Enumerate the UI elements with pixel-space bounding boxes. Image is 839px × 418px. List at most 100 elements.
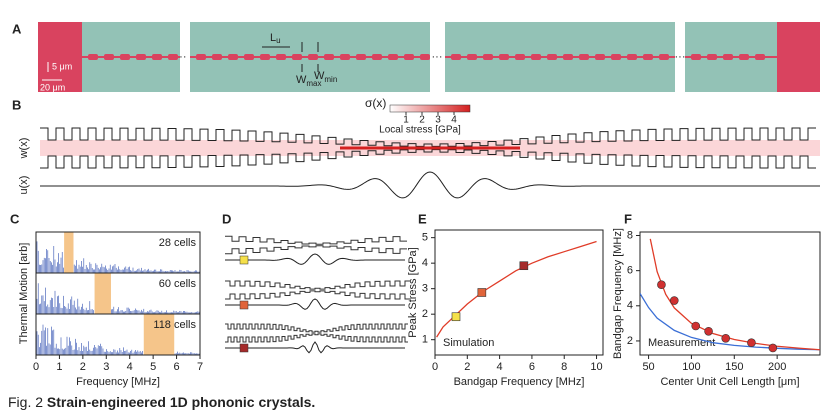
displacement bbox=[224, 253, 406, 265]
y-tick-label: 2 bbox=[422, 308, 428, 320]
unit-cell bbox=[451, 54, 461, 60]
comb-edge bbox=[40, 127, 816, 147]
w-min-label: Wmin bbox=[314, 70, 337, 84]
panel-label: C bbox=[10, 211, 20, 226]
unit-cell bbox=[643, 54, 653, 60]
unit-cell bbox=[324, 54, 334, 60]
y-axis-label: Thermal Motion [arb] bbox=[18, 243, 30, 344]
symbol: W bbox=[296, 74, 307, 86]
panel-label: E bbox=[418, 211, 427, 226]
marker bbox=[704, 326, 713, 336]
unit-cell bbox=[611, 54, 621, 60]
series-label: 118 cells bbox=[153, 319, 196, 331]
unit-cell bbox=[356, 54, 366, 60]
panel-label: A bbox=[12, 21, 22, 36]
unit-cell bbox=[168, 54, 178, 60]
x-tick-label: 6 bbox=[529, 361, 535, 373]
curve bbox=[640, 293, 820, 351]
y-tick-label: 8 bbox=[627, 229, 633, 241]
x-tick-label: 100 bbox=[682, 361, 700, 373]
band-gap bbox=[64, 232, 74, 273]
series-label: 60 cells bbox=[159, 278, 197, 290]
subscript: min bbox=[324, 75, 337, 84]
marker bbox=[747, 338, 756, 348]
annotation: Measurement bbox=[648, 337, 715, 349]
unit-cell bbox=[152, 54, 162, 60]
unit-cell bbox=[292, 54, 302, 60]
comb-edge bbox=[225, 245, 407, 255]
unit-cell bbox=[531, 54, 541, 60]
unit-cell bbox=[515, 54, 525, 60]
unit-cell bbox=[136, 54, 146, 60]
axis-label: u(x) bbox=[18, 176, 30, 195]
marker bbox=[691, 321, 701, 331]
symbol: W bbox=[314, 70, 325, 82]
marker bbox=[721, 334, 731, 343]
comb-edge bbox=[225, 290, 410, 300]
unit-cell bbox=[196, 54, 206, 60]
unit-cell bbox=[260, 54, 270, 60]
y-axis-label: Bandgap Frequency [MHz] bbox=[612, 228, 624, 359]
comb-edge bbox=[225, 323, 408, 333]
x-tick-label: 0 bbox=[432, 361, 438, 373]
symbol: L bbox=[270, 32, 276, 44]
marker bbox=[657, 280, 666, 290]
w-max-label: Wmax bbox=[296, 74, 322, 88]
marker bbox=[519, 261, 529, 271]
displacement bbox=[225, 298, 405, 310]
x-tick-label: 3 bbox=[103, 361, 109, 373]
curve bbox=[649, 238, 820, 351]
scale-label: 5 μm bbox=[52, 61, 72, 71]
unit-cell bbox=[595, 54, 605, 60]
comb-edge bbox=[40, 149, 816, 169]
unit-cell bbox=[467, 54, 477, 60]
marker bbox=[669, 296, 679, 305]
colorbar bbox=[389, 104, 471, 113]
unit-cell bbox=[340, 54, 350, 60]
x-tick-label: 0 bbox=[33, 361, 39, 373]
x-axis-label: Center Unit Cell Length [μm] bbox=[660, 376, 799, 388]
ellipsis: ··· bbox=[675, 51, 686, 63]
subscript: max bbox=[306, 79, 321, 88]
x-tick-label: 4 bbox=[497, 361, 503, 373]
pad bbox=[777, 22, 820, 92]
ellipsis: ··· bbox=[176, 51, 187, 63]
caption-title: Strain-engineered 1D phononic crystals. bbox=[46, 394, 316, 410]
panel-label: F bbox=[624, 211, 632, 226]
x-tick-label: 200 bbox=[768, 361, 786, 373]
unit-cell bbox=[308, 54, 318, 60]
figure: A B C D E F ··· ··· ··· 5 μm 20 μm Lu Wm… bbox=[10, 21, 821, 388]
unit-cell bbox=[499, 54, 509, 60]
color-key bbox=[239, 343, 249, 353]
unit-cell bbox=[755, 54, 765, 60]
unit-cell bbox=[483, 54, 493, 60]
displacement bbox=[225, 341, 405, 354]
unit-cell bbox=[563, 54, 573, 60]
panel-label: D bbox=[222, 211, 231, 226]
panel-label: B bbox=[12, 97, 21, 112]
unit-cell bbox=[276, 54, 286, 60]
ellipsis: ··· bbox=[432, 51, 443, 63]
unit-cell bbox=[88, 54, 98, 60]
x-tick-label: 5 bbox=[150, 361, 156, 373]
marker bbox=[451, 312, 461, 322]
y-tick-label: 1 bbox=[422, 334, 428, 346]
x-tick-label: 2 bbox=[464, 361, 470, 373]
axis-label: w(x) bbox=[18, 138, 30, 160]
frame bbox=[434, 229, 604, 356]
unit-cell bbox=[244, 54, 254, 60]
colorbar-tick-label: 1 bbox=[403, 115, 409, 126]
x-tick-label: 4 bbox=[127, 361, 133, 373]
unit-cell bbox=[388, 54, 398, 60]
subscript: u bbox=[276, 36, 280, 45]
x-axis-label: Bandgap Frequency [MHz] bbox=[454, 376, 585, 388]
colorbar-label: Local stress [GPa] bbox=[379, 125, 461, 136]
unit-cell bbox=[627, 54, 637, 60]
x-tick-label: 8 bbox=[561, 361, 567, 373]
x-tick-label: 6 bbox=[174, 361, 180, 373]
x-axis-label: Frequency [MHz] bbox=[76, 376, 160, 388]
unit-cell bbox=[228, 54, 238, 60]
colorbar-tick-label: 4 bbox=[451, 115, 457, 126]
x-tick-label: 150 bbox=[725, 361, 743, 373]
